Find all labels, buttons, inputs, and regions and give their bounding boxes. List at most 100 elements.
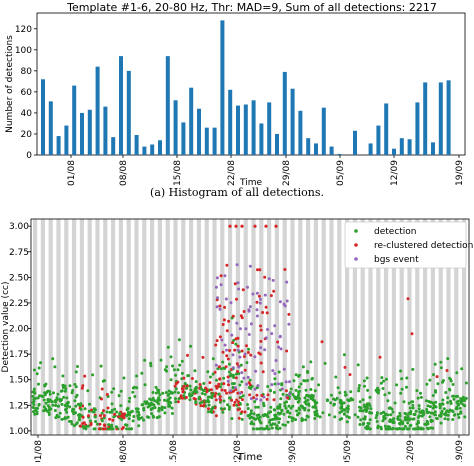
grid-band [454, 219, 459, 435]
scatter-point [428, 415, 432, 419]
scatter-point [274, 224, 278, 228]
scatter-point [56, 404, 60, 408]
scatter-point [91, 373, 95, 377]
bottom-xtick-label: 22/08 [233, 440, 243, 462]
grid-band [345, 219, 350, 435]
scatter-point [102, 423, 106, 427]
scatter-point [176, 380, 180, 384]
scatter-point [411, 400, 415, 404]
scatter-point [189, 388, 193, 392]
scatter-point [53, 399, 57, 402]
scatter-point [288, 380, 291, 384]
scatter-point [419, 427, 423, 431]
scatter-point [194, 380, 198, 384]
top-bar [275, 133, 279, 155]
scatter-point [419, 391, 423, 395]
scatter-point [214, 414, 218, 418]
scatter-point [254, 405, 258, 409]
scatter-point [169, 378, 173, 382]
scatter-point [116, 415, 120, 419]
scatter-point [143, 383, 147, 387]
scatter-point [303, 406, 307, 410]
scatter-point [215, 305, 219, 309]
scatter-point [379, 425, 383, 429]
scatter-point [345, 406, 349, 410]
scatter-point [411, 417, 415, 421]
scatter-point [284, 380, 288, 384]
scatter-point [193, 388, 197, 392]
scatter-point [156, 399, 160, 403]
grid-band [33, 219, 38, 435]
scatter-point [267, 427, 271, 431]
scatter-point [59, 399, 62, 403]
scatter-point [240, 410, 244, 414]
scatter-point [265, 397, 269, 401]
scatter-point [70, 422, 74, 426]
scatter-point [446, 417, 450, 421]
scatter-point [386, 399, 390, 403]
scatter-point [289, 406, 293, 410]
grid-band [384, 219, 389, 435]
scatter-point [185, 386, 189, 390]
scatter-point [313, 399, 316, 403]
scatter-point [255, 300, 259, 304]
scatter-point [209, 375, 212, 379]
grid-band [72, 219, 77, 435]
scatter-point [296, 413, 299, 417]
scatter-point [211, 372, 215, 376]
scatter-point [198, 383, 202, 386]
grid-band [87, 219, 92, 435]
scatter-point [247, 347, 251, 351]
scatter-point [259, 346, 263, 350]
scatter-point [401, 427, 405, 431]
top-bar [337, 153, 342, 155]
scatter-point [406, 416, 410, 420]
legend-marker-reclustered [354, 243, 358, 247]
scatter-point [63, 389, 67, 393]
scatter-point [368, 395, 372, 399]
scatter-point [166, 345, 170, 349]
scatter-point [309, 388, 313, 391]
scatter-point [313, 417, 317, 420]
scatter-point [403, 416, 407, 419]
scatter-point [96, 422, 100, 426]
scatter-point [415, 422, 419, 426]
top-xtick-label: 22/08 [227, 160, 237, 186]
scatter-point [315, 401, 319, 405]
legend-label-detection: detection [374, 227, 417, 237]
scatter-point [219, 274, 223, 278]
scatter-point [295, 409, 299, 413]
scatter-point [399, 369, 403, 373]
scatter-point [409, 410, 413, 413]
scatter-point [215, 339, 219, 343]
scatter-point [446, 357, 450, 361]
scatter-point [357, 384, 361, 387]
scatter-point [153, 399, 157, 403]
scatter-point [248, 305, 252, 309]
scatter-point [240, 316, 244, 320]
scatter-point [124, 423, 127, 427]
scatter-point [98, 422, 102, 426]
top-bar [282, 71, 287, 155]
bottom-xtick-label: 01/08 [34, 440, 44, 462]
scatter-point [56, 392, 60, 396]
top-bar [290, 88, 295, 155]
scatter-point [398, 414, 402, 418]
top-bar [392, 148, 396, 155]
scatter-point [282, 412, 286, 416]
scatter-point [459, 411, 463, 415]
scatter-point [230, 333, 234, 337]
top-bar [72, 85, 77, 155]
scatter-point [180, 359, 184, 363]
scatter-point [261, 370, 265, 374]
scatter-point [333, 402, 336, 406]
scatter-point [245, 382, 249, 386]
scatter-point [108, 417, 112, 421]
scatter-point [218, 395, 222, 399]
bottom-ylabel: Detection value (cc) [1, 282, 11, 373]
top-bar [314, 143, 318, 155]
scatter-point [174, 387, 178, 391]
scatter-point [242, 355, 246, 358]
scatter-point [35, 372, 39, 376]
scatter-point [163, 406, 167, 410]
